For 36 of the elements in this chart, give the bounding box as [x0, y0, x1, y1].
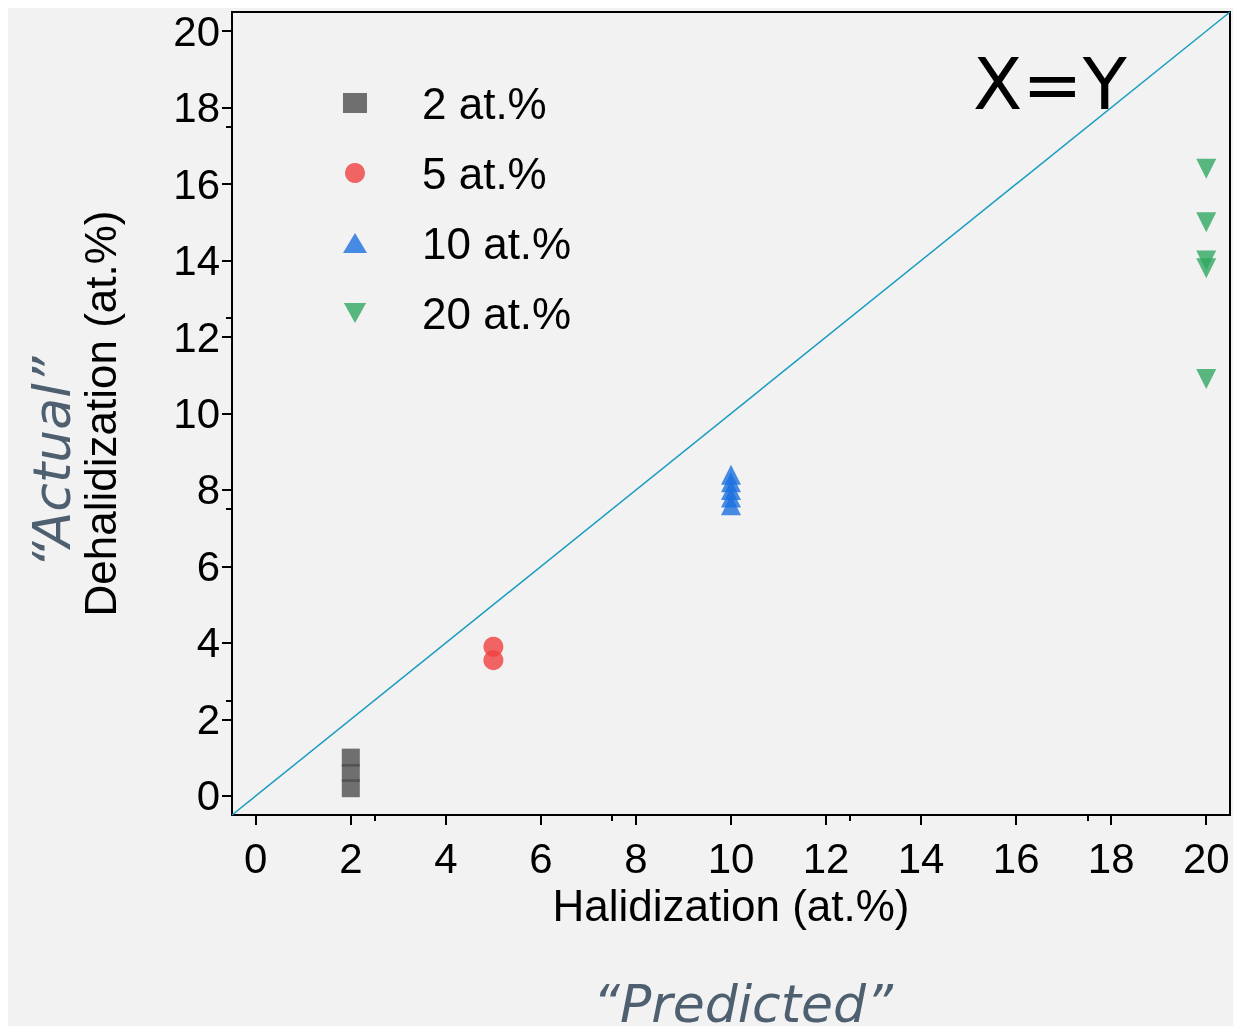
- x-tick-label: 6: [529, 834, 553, 882]
- x-tick-label: 0: [244, 834, 268, 882]
- x-tick-label: 14: [897, 834, 945, 882]
- y-tick-label: 14: [173, 237, 220, 285]
- legend-label: 10 at.%: [422, 218, 572, 268]
- x-tick-label: 16: [992, 834, 1040, 882]
- point: [1196, 369, 1217, 390]
- legend-label: 5 at.%: [422, 148, 547, 198]
- y-tick-label: 10: [173, 390, 220, 437]
- annotation: X=Y: [973, 42, 1128, 126]
- x-axis-title: Halidization (at.%): [552, 881, 910, 931]
- y-tick-label: 6: [196, 542, 220, 590]
- point: [483, 636, 504, 657]
- y-tick-label: 20: [173, 7, 220, 55]
- x-tick-label: 12: [802, 834, 850, 882]
- y-tick-label: 8: [196, 466, 220, 514]
- x-tick-label: 10: [707, 834, 755, 882]
- y-tick-label: 12: [173, 313, 220, 361]
- x-tick-label: 8: [624, 834, 648, 882]
- y-tick-label: 4: [196, 619, 220, 667]
- y-tick-label: 16: [173, 160, 220, 208]
- y-tick-label: 2: [196, 695, 220, 743]
- legend-label: 20 at.%: [422, 288, 572, 338]
- text: “Predicted”: [593, 974, 895, 1034]
- point: [1196, 158, 1217, 179]
- x-tick-label: 20: [1182, 834, 1230, 882]
- y-tick-label: 0: [196, 772, 220, 820]
- point: [1196, 258, 1217, 279]
- x-tick-label: 18: [1087, 834, 1135, 882]
- y-tick-label: 18: [173, 84, 220, 132]
- x-tick-label: 4: [434, 834, 458, 882]
- legend-label: 2 at.%: [422, 78, 547, 128]
- point: [721, 464, 741, 485]
- x-tick-label: 2: [339, 834, 363, 882]
- point: [1196, 212, 1217, 233]
- point: [341, 748, 360, 767]
